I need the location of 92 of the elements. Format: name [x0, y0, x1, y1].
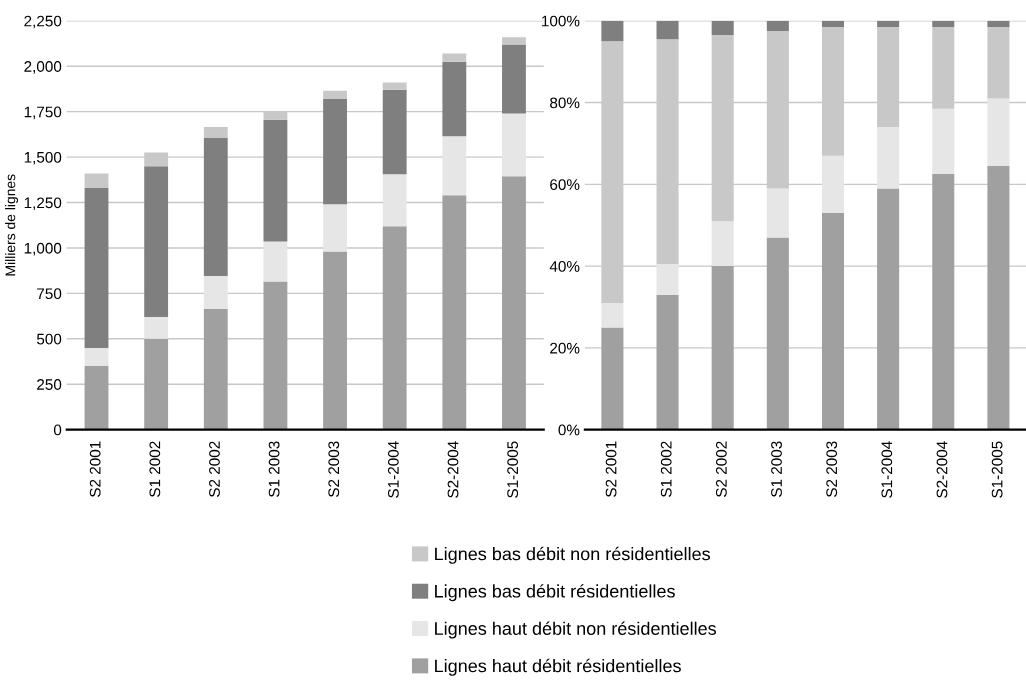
bar	[203, 308, 228, 430]
x-tick-label: S2 2001	[89, 441, 101, 497]
bar	[203, 127, 228, 138]
bar	[502, 44, 526, 114]
bar	[821, 20, 845, 27]
bar	[711, 266, 734, 430]
bar	[932, 20, 955, 27]
bar	[84, 187, 109, 348]
x-tick-label: S1 2002	[660, 441, 672, 497]
legend-label: Lignes haut débit résidentielles	[435, 658, 681, 676]
bar	[323, 251, 347, 430]
bar	[442, 136, 467, 196]
bar	[84, 347, 109, 367]
bar	[656, 294, 679, 430]
y-tick-label: 1,750	[24, 106, 62, 120]
bar	[711, 221, 734, 267]
y-tick-label: 80%	[550, 97, 580, 109]
bar	[766, 237, 789, 430]
bar	[987, 20, 1010, 27]
bar	[766, 20, 789, 32]
bar	[263, 241, 288, 282]
legend-label: Lignes haut débit non résidentielles	[435, 621, 717, 639]
bar	[877, 127, 900, 189]
x-tick-label: S1-2005	[507, 441, 519, 498]
bar	[442, 53, 467, 62]
legend-label: Lignes bas débit non résidentielles	[435, 546, 710, 564]
bar	[656, 264, 679, 295]
x-tick-label: S2 2001	[605, 441, 617, 497]
bar	[656, 20, 679, 40]
bar	[144, 316, 169, 339]
y-tick-label: 0	[53, 424, 62, 436]
bar	[323, 90, 347, 99]
x-tick-label: S2 2003	[328, 441, 340, 497]
bar	[932, 174, 955, 430]
y-tick-label: 40%	[549, 260, 580, 272]
bar	[877, 188, 900, 430]
bar	[601, 20, 624, 42]
y-tick-label: 500	[36, 333, 62, 345]
bar	[601, 302, 624, 328]
y-tick-label: 2,250	[24, 15, 62, 29]
legend-label: Lignes bas débit résidentielles	[435, 584, 675, 602]
x-tick-label: S1 2003	[268, 441, 280, 497]
y-tick-label: 2,000	[24, 61, 62, 74]
bar	[987, 26, 1010, 99]
x-tick-label: S2-2004	[447, 441, 459, 498]
bar	[821, 212, 845, 430]
bar	[323, 204, 347, 252]
bar	[263, 119, 288, 242]
bar	[877, 20, 900, 27]
bar	[502, 176, 526, 430]
bar	[932, 108, 955, 175]
bar	[987, 165, 1010, 430]
y-tick-label: 1,500	[24, 151, 62, 165]
bar	[203, 276, 228, 309]
y-tick-label: 100%	[542, 15, 580, 27]
bar	[601, 327, 624, 430]
x-tick-label: S2 2002	[209, 441, 220, 497]
bar	[382, 89, 407, 175]
x-tick-label: S2 2002	[715, 441, 727, 497]
bar	[821, 155, 845, 213]
bar	[323, 98, 347, 205]
y-axis-title: Milliers de lignes	[5, 174, 19, 276]
y-tick-label: 750	[37, 288, 62, 300]
bar	[382, 82, 407, 90]
bar	[84, 366, 109, 430]
bar	[84, 173, 109, 188]
bar	[502, 37, 526, 45]
x-tick-label: S1-2005	[991, 441, 1003, 498]
bar	[442, 195, 467, 430]
x-tick-label: S1 2002	[149, 441, 161, 497]
bar	[382, 226, 407, 430]
bar	[144, 166, 169, 317]
x-tick-label: S1-2004	[881, 441, 893, 498]
y-tick-label: 60%	[550, 179, 580, 191]
y-tick-label: 20%	[550, 342, 580, 354]
bar	[442, 61, 467, 137]
y-tick-label: 1,000	[24, 242, 62, 256]
bar	[711, 20, 734, 36]
y-tick-label: 0%	[558, 424, 580, 436]
bar	[766, 188, 789, 238]
bar	[382, 174, 407, 227]
bar	[263, 281, 288, 430]
y-tick-label: 1,250	[24, 197, 62, 210]
bar	[502, 113, 526, 177]
y-tick-label: 250	[37, 379, 62, 390]
bar	[144, 338, 169, 430]
x-tick-label: S2 2003	[826, 441, 838, 497]
bar	[987, 98, 1010, 166]
x-tick-label: S2-2004	[936, 441, 948, 498]
bar	[203, 138, 228, 277]
x-tick-label: S1-2004	[387, 441, 399, 498]
x-tick-label: S1 2003	[771, 441, 782, 497]
